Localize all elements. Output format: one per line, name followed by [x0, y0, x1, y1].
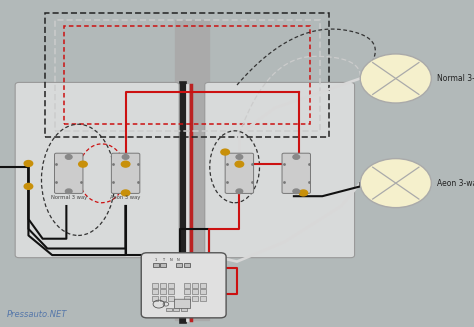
Text: Aeon 3-way Load: Aeon 3-way Load — [437, 179, 474, 188]
Bar — [181, 308, 187, 311]
Text: N: N — [177, 258, 180, 262]
Bar — [152, 283, 158, 288]
Text: N: N — [169, 258, 172, 262]
Bar — [160, 289, 166, 294]
Circle shape — [65, 155, 72, 159]
Circle shape — [65, 189, 72, 194]
Bar — [192, 296, 198, 301]
Circle shape — [79, 161, 87, 167]
Text: Aeon 3 way: Aeon 3 way — [110, 195, 141, 200]
FancyBboxPatch shape — [205, 82, 355, 258]
Circle shape — [293, 189, 300, 194]
Bar — [152, 296, 158, 301]
Bar — [176, 263, 182, 267]
Bar — [192, 289, 198, 294]
Bar — [184, 296, 190, 301]
FancyBboxPatch shape — [55, 153, 83, 194]
Circle shape — [360, 159, 431, 208]
FancyBboxPatch shape — [174, 299, 191, 309]
Text: T: T — [162, 258, 164, 262]
Bar — [200, 283, 206, 288]
Text: 1: 1 — [155, 258, 156, 262]
Bar — [168, 296, 174, 301]
Circle shape — [360, 54, 431, 103]
Bar — [184, 289, 190, 294]
Bar — [55, 20, 320, 131]
Circle shape — [299, 190, 308, 196]
Circle shape — [293, 155, 300, 159]
Bar — [160, 263, 166, 267]
Circle shape — [221, 149, 229, 155]
Bar — [166, 308, 172, 311]
Bar — [175, 20, 209, 320]
Bar — [168, 283, 174, 288]
Bar — [160, 296, 166, 301]
Circle shape — [235, 161, 244, 167]
Bar — [152, 289, 158, 294]
Circle shape — [236, 155, 243, 159]
Bar — [192, 283, 198, 288]
Text: Pressauto.NET: Pressauto.NET — [7, 310, 67, 319]
Text: Normal 3-way Load: Normal 3-way Load — [437, 74, 474, 83]
Circle shape — [121, 190, 130, 196]
Bar — [184, 283, 190, 288]
FancyBboxPatch shape — [225, 153, 254, 194]
Circle shape — [24, 161, 33, 166]
Bar — [200, 289, 206, 294]
Bar — [64, 26, 310, 124]
Circle shape — [236, 189, 243, 194]
Circle shape — [24, 183, 33, 189]
Bar — [184, 263, 190, 267]
Bar — [168, 289, 174, 294]
Circle shape — [121, 161, 130, 167]
Bar — [160, 283, 166, 288]
FancyBboxPatch shape — [141, 253, 226, 318]
FancyBboxPatch shape — [282, 153, 310, 194]
Circle shape — [122, 155, 129, 159]
FancyBboxPatch shape — [15, 82, 179, 258]
Bar — [45, 13, 329, 137]
FancyBboxPatch shape — [111, 153, 140, 194]
Text: Normal 3 way: Normal 3 way — [51, 195, 87, 200]
Bar — [200, 296, 206, 301]
Bar — [173, 308, 179, 311]
Bar — [153, 263, 159, 267]
